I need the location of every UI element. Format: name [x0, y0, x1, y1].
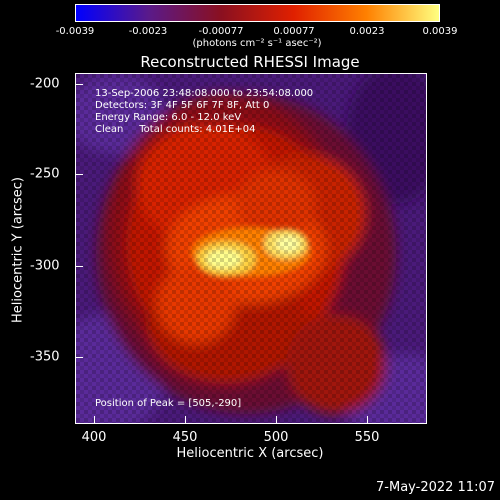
- y-tick-mark: [75, 266, 83, 267]
- x-tick-mark: [367, 416, 368, 424]
- colorbar-tick-label: 0.0023: [349, 26, 385, 37]
- y-tick-mark: [75, 174, 83, 175]
- y-tick-label: -250: [30, 166, 60, 182]
- y-tick-label: -200: [30, 76, 60, 92]
- info-line-detectors: Detectors: 3F 4F 5F 6F 7F 8F, Att 0: [95, 100, 270, 111]
- y-axis-label: Heliocentric Y (arcsec): [10, 177, 26, 323]
- colorbar-units: (photons cm⁻² s⁻¹ asec⁻²): [192, 38, 322, 49]
- colorbar: [75, 4, 440, 22]
- info-line-energy: Energy Range: 6.0 - 12.0 keV: [95, 112, 242, 123]
- x-tick-label: 500: [263, 430, 289, 445]
- x-tick-mark: [276, 416, 277, 424]
- x-tick-label: 400: [81, 430, 107, 445]
- y-tick-mark: [75, 357, 83, 358]
- info-line-time: 13-Sep-2006 23:48:08.000 to 23:54:08.000: [95, 88, 314, 99]
- colorbar-tick-label: -0.00077: [198, 26, 244, 37]
- colorbar-tick-label: 0.00077: [273, 26, 315, 37]
- colorbar-tick-label: -0.0023: [128, 26, 168, 37]
- plot-title: Reconstructed RHESSI Image: [140, 53, 360, 71]
- y-tick-label: -300: [30, 258, 60, 274]
- x-axis-label: Heliocentric X (arcsec): [176, 446, 324, 461]
- image-plot: [75, 73, 427, 424]
- timestamp: 7-May-2022 11:07: [376, 480, 495, 495]
- x-tick-label: 550: [354, 430, 380, 445]
- x-tick-mark: [185, 416, 186, 424]
- y-tick-label: -350: [30, 349, 60, 365]
- peak-position-label: Position of Peak = [505,-290]: [95, 398, 242, 409]
- colorbar-tick-label: 0.0039: [422, 26, 458, 37]
- x-tick-mark: [94, 416, 95, 424]
- colorbar-tick-label: -0.0039: [55, 26, 95, 37]
- info-line-counts: Clean Total counts: 4.01E+04: [95, 124, 256, 135]
- solar-image: [76, 74, 426, 423]
- y-tick-mark: [75, 84, 83, 85]
- x-tick-label: 450: [172, 430, 198, 445]
